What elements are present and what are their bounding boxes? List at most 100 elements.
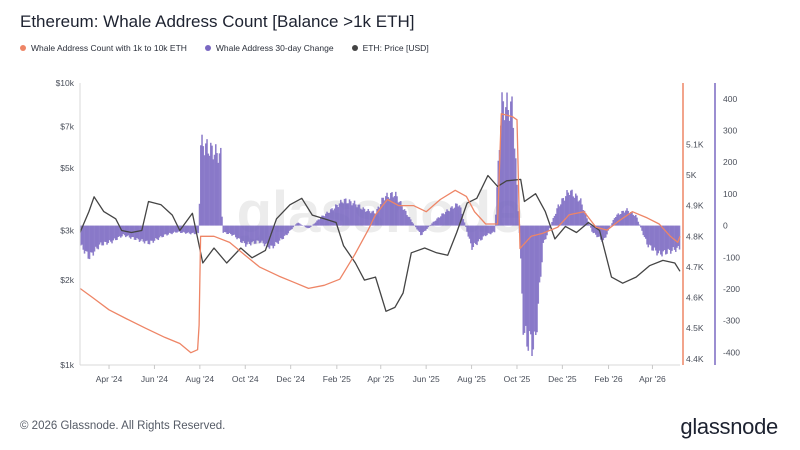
change-bar	[361, 209, 363, 226]
change-bar	[248, 225, 251, 245]
change-bar	[173, 225, 176, 232]
change-bar	[266, 225, 268, 244]
change-bar	[521, 225, 523, 294]
change-bar	[670, 225, 672, 254]
change-bar	[430, 224, 432, 226]
change-bar	[146, 225, 148, 241]
change-bar	[418, 225, 421, 232]
change-bar	[655, 225, 657, 251]
change-bar	[247, 225, 250, 242]
change-bar	[397, 202, 400, 226]
change-bar	[442, 213, 445, 226]
chart-title: Ethereum: Whale Address Count [Balance >…	[20, 12, 415, 31]
change-bar	[300, 224, 302, 226]
change-bar	[163, 225, 166, 235]
change-bar	[650, 225, 652, 246]
change-bar	[333, 208, 336, 226]
change-bar	[342, 203, 345, 226]
left-axis-tick-label: $5k	[60, 163, 74, 173]
legend-item-30d-change[interactable]: Whale Address 30-day Change	[204, 43, 334, 53]
change-bar	[305, 225, 307, 228]
change-bar	[336, 205, 338, 226]
legend-item-whale-count[interactable]: Whale Address Count with 1k to 10k ETH	[20, 43, 187, 53]
change-bar	[633, 215, 636, 226]
change-bar	[347, 203, 350, 226]
x-axis-tick-label: Apr '26	[639, 374, 666, 384]
change-bar	[528, 225, 531, 332]
change-bar	[313, 223, 316, 226]
change-bar	[267, 225, 270, 248]
change-bar	[602, 225, 605, 241]
change-bar	[515, 158, 517, 226]
change-bar	[120, 225, 122, 238]
change-bar	[355, 204, 357, 226]
change-bar	[536, 225, 538, 333]
change-bar	[410, 219, 412, 226]
change-bar	[415, 225, 417, 228]
change-bar	[343, 198, 346, 226]
change-bar	[328, 212, 331, 226]
change-bar	[205, 143, 207, 226]
change-bar	[192, 225, 195, 233]
change-bar	[493, 225, 496, 233]
change-bar	[201, 134, 203, 226]
change-bar	[252, 225, 255, 242]
change-bar	[386, 192, 388, 226]
change-bar	[346, 203, 348, 226]
change-bar	[102, 225, 105, 246]
change-bar	[332, 210, 335, 226]
change-bar	[288, 225, 291, 231]
legend-item-eth-price[interactable]: ETH: Price [USD]	[351, 43, 429, 53]
change-bar	[262, 225, 265, 244]
right-axis-1-tick-label: 4.6K	[686, 293, 704, 303]
x-axis-tick-label: Dec '24	[276, 374, 305, 384]
change-bar	[453, 207, 456, 226]
change-bar	[408, 217, 411, 226]
change-bar	[126, 225, 128, 237]
change-bar	[261, 225, 263, 241]
change-bar	[467, 225, 470, 237]
change-bar	[133, 225, 136, 240]
x-axis-tick-label: Jun '25	[413, 374, 440, 384]
change-bar	[105, 225, 107, 243]
change-bar	[546, 225, 548, 236]
change-bar	[540, 225, 542, 277]
change-bar	[338, 203, 341, 226]
change-bar	[617, 213, 620, 226]
change-bar	[285, 225, 287, 235]
change-bar	[93, 225, 96, 252]
change-bar	[251, 225, 253, 243]
change-bar	[553, 215, 556, 226]
change-bar	[465, 225, 467, 227]
change-bar	[595, 225, 597, 235]
change-bar	[466, 225, 468, 232]
change-bar	[417, 225, 420, 231]
change-bar	[652, 225, 655, 251]
change-bar	[117, 225, 120, 237]
change-bar	[316, 220, 318, 226]
change-bar	[635, 214, 637, 226]
right-axis-1-tick-label: 4.7K	[686, 262, 704, 272]
change-bar	[132, 225, 135, 238]
change-bar	[402, 209, 405, 226]
change-bar	[278, 225, 281, 241]
change-bar	[320, 217, 322, 226]
change-bar	[150, 225, 152, 241]
change-bar	[272, 225, 275, 249]
change-bar	[412, 223, 415, 226]
change-bar	[395, 191, 397, 226]
change-bar	[587, 221, 590, 226]
change-bar	[435, 220, 437, 226]
eth-price-line	[79, 174, 681, 312]
change-bar	[451, 206, 453, 226]
right-axis-1-tick-label: 4.4K	[686, 354, 704, 364]
change-bar	[265, 225, 267, 245]
change-bar	[350, 201, 352, 226]
change-bar	[665, 225, 667, 255]
change-bar	[401, 206, 403, 226]
change-bar	[208, 155, 211, 226]
change-bar	[475, 225, 477, 245]
change-bar	[471, 225, 473, 250]
change-bar	[593, 225, 596, 233]
